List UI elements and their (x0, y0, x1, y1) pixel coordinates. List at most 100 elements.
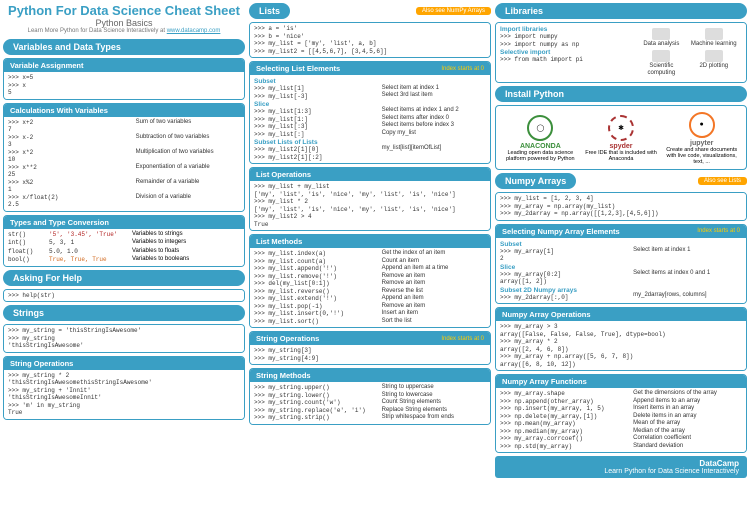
section-libs: Import libraries >>> import numpy >>> im… (495, 22, 747, 83)
d: Sort the list (382, 318, 486, 326)
code-np-init: >>> my_list = [1, 2, 3, 4] >>> my_array … (496, 193, 746, 220)
d: Exponentiation of a variable (136, 164, 240, 172)
pill-strings: Strings (3, 305, 245, 321)
code-str-ops2: >>> my_string[3] >>> my_string[4:9] (250, 345, 490, 364)
d: Append items to an array (633, 398, 742, 406)
d: Sum of two variables (136, 119, 240, 127)
d: Select items after index 0 (382, 115, 486, 123)
code-calc: >>> x+2 7 >>> x-2 3 >>> x*2 10 >>> x**2 … (8, 119, 136, 209)
pill-install: Install Python (495, 86, 747, 102)
column-1: Python For Data Science Cheat Sheet Pyth… (3, 3, 245, 527)
d: Leading open data science platform power… (500, 150, 581, 163)
code-strings: >>> my_string = 'thisStringIsAwesome' >>… (4, 325, 244, 352)
desc-str-meth: String to uppercase String to lowercase … (382, 384, 486, 422)
doc-title: Python For Data Science Cheat Sheet (3, 3, 245, 18)
sh: Selective import (500, 49, 633, 56)
d: String to uppercase (382, 384, 486, 392)
code-str-meth: >>> my_string.upper() >>> my_string.lowe… (254, 384, 382, 422)
d: Median of the array (633, 428, 742, 436)
sh: Import libraries (500, 26, 633, 33)
also-numpy: Also see NumPy Arrays (416, 7, 491, 15)
doc-link-row: Learn More Python for Data Science Inter… (3, 28, 245, 34)
n: spyder (610, 143, 633, 150)
section-str-meth: String Methods >>> my_string.upper() >>>… (249, 368, 491, 425)
d: Get the index of an item (382, 250, 486, 258)
sklearn-icon (705, 28, 723, 40)
code-lists-init: >>> a = 'is' >>> b = 'nice' >>> my_list … (250, 23, 490, 57)
section-calc: Calculations With Variables >>> x+2 7 >>… (3, 103, 245, 212)
desc-list-meth: Get the index of an item Count an item A… (382, 250, 486, 325)
idx0: Index starts at 0 (441, 336, 484, 342)
column-2: Lists Also see NumPy Arrays >>> a = 'is'… (249, 3, 491, 527)
doc-link[interactable]: www.datacamp.com (167, 28, 221, 34)
d: my_list[list][itemOfList] (382, 145, 486, 153)
pill-numpy: Numpy Arrays (495, 173, 576, 189)
anaconda-cell: ◯ ANACONDA Leading open data science pla… (500, 113, 581, 163)
footer-brand: DataCamp (503, 459, 739, 468)
section-types: Types and Type Conversion str()'5', '3.4… (3, 215, 245, 267)
d: Insert an item (382, 310, 486, 318)
d: Remove an item (382, 280, 486, 288)
hdr-sel-np: Selecting Numpy Array Elements (502, 227, 620, 236)
d: Replace String elements (382, 407, 486, 415)
n: jupyter (690, 140, 713, 147)
sh: Subset (254, 78, 382, 85)
section-str-ops: String Operations >>> my_string * 2 'thi… (3, 356, 245, 420)
jupyter-cell: ● jupyter Create and share documents wit… (661, 110, 742, 166)
d: Count an item (382, 258, 486, 266)
t: str() (8, 231, 46, 239)
hdr-list-ops: List Operations (250, 168, 490, 181)
d: Create and share documents with live cod… (661, 147, 742, 166)
d: Remainder of a variable (136, 179, 240, 187)
hdr-types: Types and Type Conversion (4, 216, 244, 229)
section-str-ops2: String OperationsIndex starts at 0 >>> m… (249, 331, 491, 365)
code-str-ops: >>> my_string * 2 'thisStringIsAwesometh… (4, 370, 244, 419)
idx0: Index starts at 0 (441, 66, 484, 72)
t: bool() (8, 256, 46, 264)
section-lists-init: >>> a = 'is' >>> b = 'nice' >>> my_list … (249, 22, 491, 58)
d: Remove an item (382, 273, 486, 281)
matplotlib-icon (705, 50, 723, 62)
pill-variables: Variables and Data Types (3, 39, 245, 55)
lib-logos: Data analysisScientific computing Machin… (633, 25, 742, 80)
d: my_2darray[rows, columns] (633, 292, 742, 300)
spyder-cell: ✱ spyder Free IDE that is included with … (581, 113, 662, 163)
pandas-icon (652, 28, 670, 40)
c: >>> my_list[1] >>> my_list[-3] (254, 85, 382, 100)
section-install: ◯ ANACONDA Leading open data science pla… (495, 105, 747, 171)
t: Variables to integers (132, 239, 240, 247)
d: Free IDE that is included with Anaconda (581, 150, 662, 163)
t: 5, 3, 1 (49, 239, 129, 247)
d: Insert items in an array (633, 405, 742, 413)
d: Correlation coefficient (633, 435, 742, 443)
n: ANACONDA (520, 143, 561, 150)
code-help: >>> help(str) (4, 290, 244, 302)
footer-tag: Learn Python for Data Science Interactiv… (604, 468, 739, 475)
doc-link-pre: Learn More Python for Data Science Inter… (28, 28, 165, 34)
idx0: Index starts at 0 (697, 228, 740, 234)
d: Multiplication of two variables (136, 149, 240, 157)
code-list-meth: >>> my_list.index(a) >>> my_list.count(a… (254, 250, 382, 325)
section-sel-np: Selecting Numpy Array Elements Index star… (495, 224, 747, 305)
code-var-assign: >>> x=5 >>> x 5 (4, 72, 244, 99)
cheatsheet-root: Python For Data Science Cheat Sheet Pyth… (0, 0, 750, 530)
pill-libs: Libraries (495, 3, 747, 19)
column-3: Libraries Import libraries >>> import nu… (495, 3, 747, 527)
hdr-calc: Calculations With Variables (4, 104, 244, 117)
c: >>> my_list2[1][0] >>> my_list2[1][:2] (254, 146, 382, 161)
d: Select items at index 0 and 1 (633, 270, 742, 278)
hdr-sel-list: Selecting List Elements (256, 64, 340, 73)
pill-lists: Lists (249, 3, 290, 19)
t: float() (8, 248, 46, 256)
sh: Subset (500, 241, 633, 248)
d: Select item at index 1 (633, 247, 742, 255)
code-list-ops: >>> my_list + my_list ['my', 'list', 'is… (250, 181, 490, 230)
section-np-init: >>> my_list = [1, 2, 3, 4] >>> my_array … (495, 192, 747, 221)
d: Division of a variable (136, 194, 240, 202)
section-np-funcs: Numpy Array Functions >>> my_array.shape… (495, 374, 747, 453)
d: Append an item (382, 295, 486, 303)
d: Copy my_list (382, 130, 486, 138)
t: Variables to booleans (132, 256, 240, 264)
section-help: >>> help(str) (3, 289, 245, 303)
d: Delete items in an array (633, 413, 742, 421)
